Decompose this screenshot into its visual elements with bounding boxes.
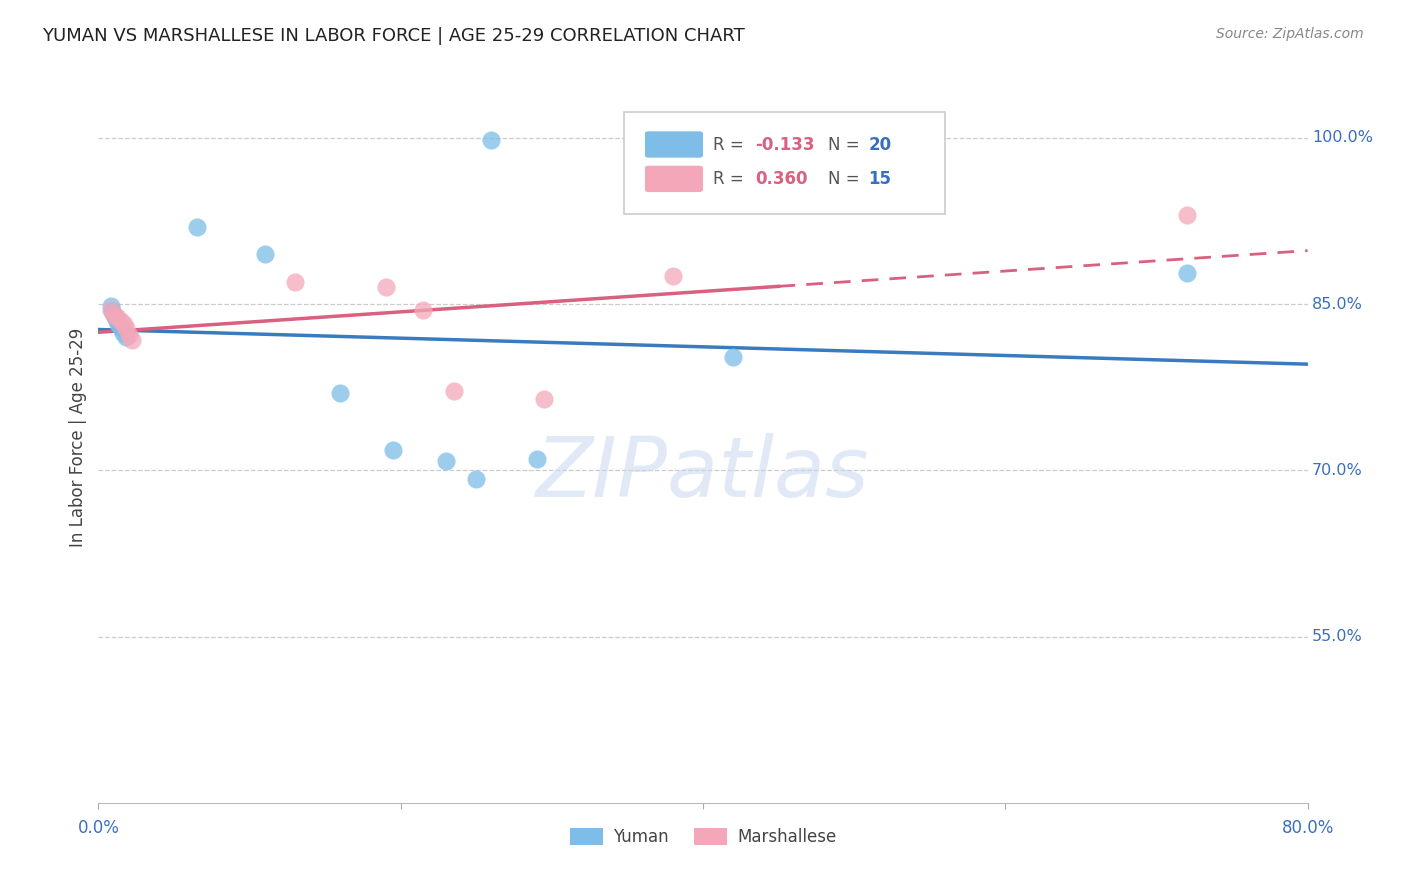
Text: R =: R = bbox=[713, 169, 748, 188]
Text: 20: 20 bbox=[869, 136, 891, 153]
Text: 55.0%: 55.0% bbox=[1312, 629, 1362, 644]
Text: 80.0%: 80.0% bbox=[1281, 820, 1334, 838]
Point bbox=[1175, 266, 1198, 280]
Text: 15: 15 bbox=[869, 169, 891, 188]
Point bbox=[443, 384, 465, 398]
Point bbox=[186, 219, 208, 234]
Point bbox=[108, 319, 131, 334]
Point bbox=[382, 443, 405, 458]
Legend: Yuman, Marshallese: Yuman, Marshallese bbox=[562, 822, 844, 853]
Point bbox=[114, 321, 136, 335]
Point bbox=[121, 333, 143, 347]
Point bbox=[110, 314, 132, 328]
Point bbox=[661, 269, 683, 284]
Point bbox=[374, 280, 396, 294]
Point bbox=[105, 312, 128, 326]
Point bbox=[111, 326, 134, 340]
Point bbox=[1175, 209, 1198, 223]
Point bbox=[107, 317, 129, 331]
FancyBboxPatch shape bbox=[645, 131, 703, 158]
Point bbox=[533, 392, 555, 407]
Point bbox=[434, 454, 457, 468]
Point bbox=[110, 321, 132, 335]
Text: 100.0%: 100.0% bbox=[1312, 130, 1374, 145]
Point bbox=[412, 302, 434, 317]
Text: YUMAN VS MARSHALLESE IN LABOR FORCE | AGE 25-29 CORRELATION CHART: YUMAN VS MARSHALLESE IN LABOR FORCE | AG… bbox=[42, 27, 745, 45]
Text: ZIPatlas: ZIPatlas bbox=[536, 434, 870, 514]
FancyBboxPatch shape bbox=[624, 112, 945, 214]
Text: N =: N = bbox=[828, 169, 865, 188]
Y-axis label: In Labor Force | Age 25-29: In Labor Force | Age 25-29 bbox=[69, 327, 87, 547]
Text: -0.133: -0.133 bbox=[755, 136, 814, 153]
Point bbox=[112, 317, 135, 331]
Point bbox=[329, 385, 352, 400]
Point bbox=[526, 452, 548, 467]
Point bbox=[103, 308, 125, 322]
Point bbox=[465, 472, 488, 486]
Text: R =: R = bbox=[713, 136, 748, 153]
Text: 70.0%: 70.0% bbox=[1312, 463, 1362, 478]
Point bbox=[253, 247, 276, 261]
Point bbox=[103, 308, 125, 322]
Point bbox=[101, 303, 124, 318]
Point bbox=[105, 310, 128, 325]
Point bbox=[114, 330, 136, 344]
Point bbox=[723, 351, 745, 365]
Text: N =: N = bbox=[828, 136, 865, 153]
Point bbox=[284, 275, 307, 289]
Point bbox=[100, 302, 122, 317]
Text: 85.0%: 85.0% bbox=[1312, 297, 1362, 311]
Text: Source: ZipAtlas.com: Source: ZipAtlas.com bbox=[1216, 27, 1364, 41]
Point bbox=[118, 328, 141, 343]
Point bbox=[100, 299, 122, 313]
Text: 0.360: 0.360 bbox=[755, 169, 807, 188]
FancyBboxPatch shape bbox=[645, 166, 703, 192]
Point bbox=[481, 133, 503, 147]
Point bbox=[104, 310, 127, 325]
Text: 0.0%: 0.0% bbox=[77, 820, 120, 838]
